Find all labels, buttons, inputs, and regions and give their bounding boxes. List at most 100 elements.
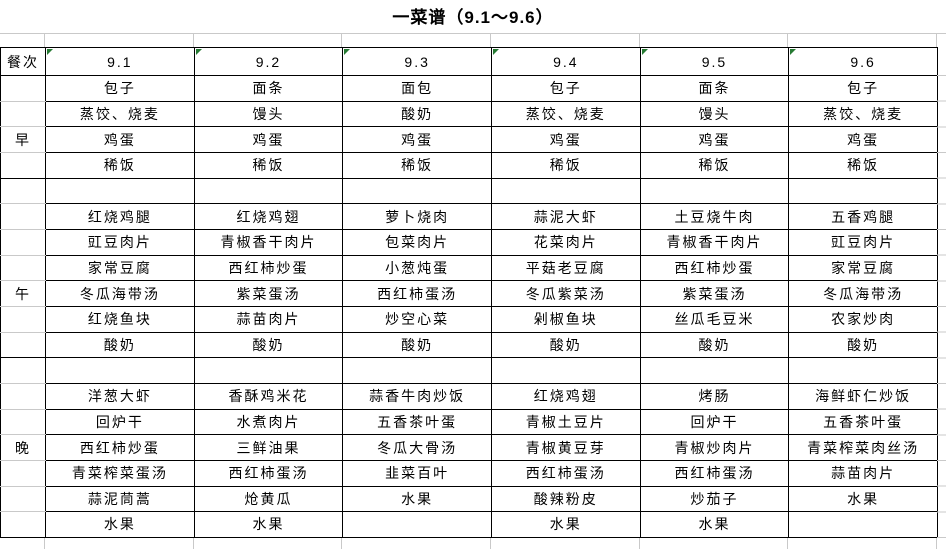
- menu-cell[interactable]: 水果: [342, 485, 492, 513]
- menu-cell[interactable]: 水果: [490, 511, 641, 538]
- meal-period-cell[interactable]: [0, 177, 46, 205]
- menu-cell[interactable]: 酸奶: [193, 331, 344, 359]
- menu-cell[interactable]: 鸡蛋: [342, 126, 492, 153]
- menu-cell[interactable]: 稀饭: [490, 151, 641, 179]
- menu-cell[interactable]: [45, 357, 195, 384]
- date-header-cell[interactable]: 9.1: [45, 47, 195, 76]
- menu-cell[interactable]: 包子: [45, 75, 195, 102]
- menu-cell[interactable]: 蒸饺、烧麦: [788, 100, 938, 128]
- menu-cell[interactable]: 西红柿炒蛋: [193, 254, 344, 282]
- menu-cell[interactable]: 包子: [788, 75, 938, 102]
- menu-cell[interactable]: 炝黄瓜: [193, 485, 344, 513]
- menu-cell[interactable]: 西红柿炒蛋: [639, 254, 790, 282]
- meal-period-cell[interactable]: [0, 100, 46, 128]
- menu-cell[interactable]: [788, 511, 938, 538]
- menu-cell[interactable]: 剁椒鱼块: [490, 305, 641, 333]
- date-header-cell[interactable]: 9.3: [342, 47, 492, 76]
- meal-period-cell[interactable]: [0, 331, 46, 359]
- menu-cell[interactable]: 红烧鸡翅: [490, 382, 641, 410]
- menu-cell[interactable]: 冬瓜海带汤: [788, 280, 938, 307]
- menu-cell[interactable]: 回炉干: [45, 408, 195, 436]
- menu-cell[interactable]: 紫菜蛋汤: [193, 280, 344, 307]
- menu-cell[interactable]: [639, 177, 790, 205]
- menu-cell[interactable]: 酸奶: [342, 331, 492, 359]
- menu-cell[interactable]: 西红柿蛋汤: [342, 280, 492, 307]
- menu-cell[interactable]: [45, 177, 195, 205]
- menu-cell[interactable]: 鸡蛋: [490, 126, 641, 153]
- meal-period-cell[interactable]: 早: [0, 126, 46, 153]
- menu-cell[interactable]: 酸奶: [788, 331, 938, 359]
- menu-cell[interactable]: 酸奶: [639, 331, 790, 359]
- menu-cell[interactable]: 青菜榨菜蛋汤: [45, 459, 195, 487]
- date-header-cell[interactable]: 9.2: [193, 47, 344, 76]
- menu-cell[interactable]: 西红柿蛋汤: [490, 459, 641, 487]
- menu-cell[interactable]: 花菜肉片: [490, 228, 641, 256]
- menu-cell[interactable]: 丝瓜毛豆米: [639, 305, 790, 333]
- menu-cell[interactable]: 蒜香牛肉炒饭: [342, 382, 492, 410]
- meal-period-cell[interactable]: [0, 254, 46, 282]
- menu-cell[interactable]: 西红柿蛋汤: [193, 459, 344, 487]
- date-header-cell[interactable]: 9.6: [788, 47, 938, 76]
- menu-cell[interactable]: 三鲜油果: [193, 434, 344, 461]
- meal-period-cell[interactable]: 午: [0, 280, 46, 307]
- meal-period-cell[interactable]: [0, 485, 46, 513]
- meal-period-cell[interactable]: [0, 459, 46, 487]
- menu-cell[interactable]: 鸡蛋: [193, 126, 344, 153]
- menu-cell[interactable]: 农家炒肉: [788, 305, 938, 333]
- menu-cell[interactable]: 豇豆肉片: [788, 228, 938, 256]
- meal-period-cell[interactable]: 晚: [0, 434, 46, 461]
- menu-cell[interactable]: 豇豆肉片: [45, 228, 195, 256]
- menu-cell[interactable]: 蒜泥茼蒿: [45, 485, 195, 513]
- menu-cell[interactable]: 蒜苗肉片: [193, 305, 344, 333]
- menu-cell[interactable]: 红烧鸡腿: [45, 203, 195, 230]
- menu-cell[interactable]: 馒头: [639, 100, 790, 128]
- meal-period-cell[interactable]: [0, 203, 46, 230]
- menu-cell[interactable]: 鸡蛋: [788, 126, 938, 153]
- menu-cell[interactable]: 水果: [193, 511, 344, 538]
- menu-cell[interactable]: [193, 177, 344, 205]
- meal-period-cell[interactable]: [0, 382, 46, 410]
- menu-cell[interactable]: 蒜苗肉片: [788, 459, 938, 487]
- menu-cell[interactable]: 稀饭: [45, 151, 195, 179]
- menu-cell[interactable]: 青椒香干肉片: [639, 228, 790, 256]
- menu-cell[interactable]: 酸奶: [45, 331, 195, 359]
- menu-cell[interactable]: [639, 357, 790, 384]
- meal-period-cell[interactable]: [0, 305, 46, 333]
- menu-cell[interactable]: 萝卜烧肉: [342, 203, 492, 230]
- menu-cell[interactable]: 水果: [788, 485, 938, 513]
- date-header-cell[interactable]: 9.4: [490, 47, 641, 76]
- menu-cell[interactable]: 鸡蛋: [45, 126, 195, 153]
- menu-cell[interactable]: 稀饭: [342, 151, 492, 179]
- menu-cell[interactable]: 包菜肉片: [342, 228, 492, 256]
- menu-cell[interactable]: 海鲜虾仁炒饭: [788, 382, 938, 410]
- menu-cell[interactable]: 蒸饺、烧麦: [490, 100, 641, 128]
- meal-period-cell[interactable]: [0, 408, 46, 436]
- menu-cell[interactable]: 红烧鱼块: [45, 305, 195, 333]
- menu-cell[interactable]: 水果: [639, 511, 790, 538]
- menu-cell[interactable]: 鸡蛋: [639, 126, 790, 153]
- meal-period-cell[interactable]: [0, 511, 46, 538]
- menu-cell[interactable]: 稀饭: [193, 151, 344, 179]
- menu-cell[interactable]: 五香鸡腿: [788, 203, 938, 230]
- menu-cell[interactable]: [342, 511, 492, 538]
- menu-cell[interactable]: 酸奶: [342, 100, 492, 128]
- menu-cell[interactable]: 烤肠: [639, 382, 790, 410]
- menu-cell[interactable]: 酸奶: [490, 331, 641, 359]
- menu-cell[interactable]: 五香茶叶蛋: [788, 408, 938, 436]
- menu-cell[interactable]: 青菜榨菜肉丝汤: [788, 434, 938, 461]
- meal-period-cell[interactable]: [0, 75, 46, 102]
- menu-cell[interactable]: [342, 177, 492, 205]
- menu-cell[interactable]: 紫菜蛋汤: [639, 280, 790, 307]
- menu-cell[interactable]: 水煮肉片: [193, 408, 344, 436]
- meal-period-cell[interactable]: [0, 151, 46, 179]
- menu-cell[interactable]: 西红柿炒蛋: [45, 434, 195, 461]
- menu-cell[interactable]: 红烧鸡翅: [193, 203, 344, 230]
- menu-cell[interactable]: 小葱炖蛋: [342, 254, 492, 282]
- menu-cell[interactable]: 香酥鸡米花: [193, 382, 344, 410]
- menu-cell[interactable]: 西红柿蛋汤: [639, 459, 790, 487]
- menu-cell[interactable]: 酸辣粉皮: [490, 485, 641, 513]
- menu-cell[interactable]: 平菇老豆腐: [490, 254, 641, 282]
- menu-cell[interactable]: 青椒炒肉片: [639, 434, 790, 461]
- menu-cell[interactable]: 稀饭: [788, 151, 938, 179]
- menu-cell[interactable]: 土豆烧牛肉: [639, 203, 790, 230]
